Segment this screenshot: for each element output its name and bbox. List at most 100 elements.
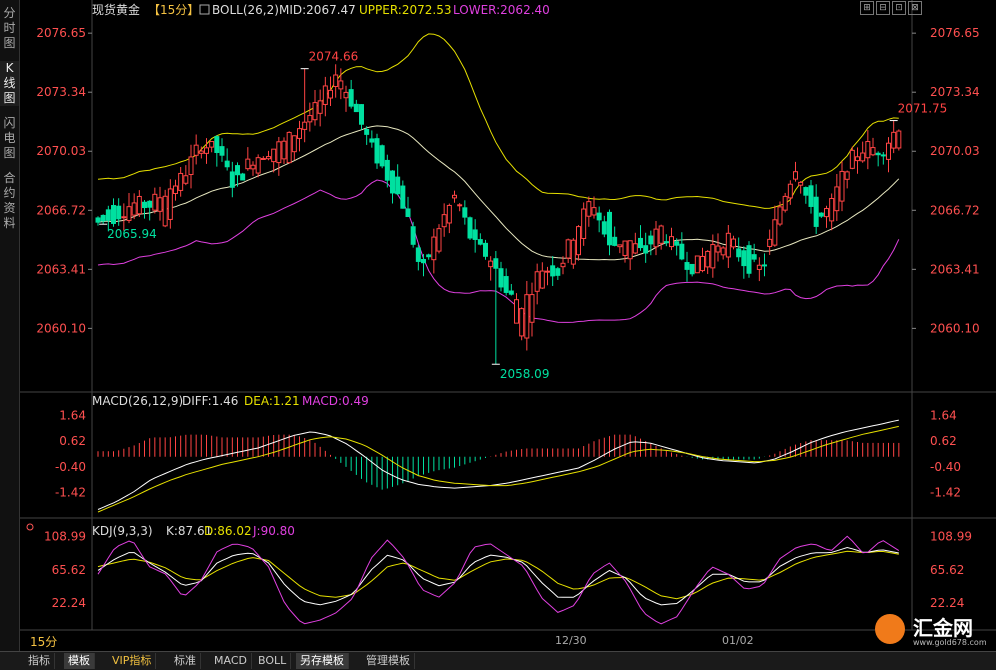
bottom-tab-2[interactable]: VIP指标	[108, 653, 157, 669]
candle-body	[746, 245, 752, 274]
candle-body	[348, 89, 354, 107]
candle-body	[886, 142, 891, 160]
kdj-label: KDJ(9,3,3)	[92, 524, 153, 538]
candle-body	[725, 232, 731, 258]
candle-body	[705, 250, 711, 268]
candle-body	[100, 214, 106, 222]
candle-body	[570, 239, 576, 265]
bottom-tab-3[interactable]: 标准	[170, 653, 201, 669]
candle-body	[188, 156, 194, 176]
candle-body	[446, 204, 452, 224]
kdj-tick-label-left: 65.62	[52, 563, 86, 577]
candle-body	[860, 152, 866, 162]
boll-mid-value: MID:2067.47	[279, 3, 356, 17]
bottom-tab-5[interactable]: BOLL	[254, 653, 292, 669]
candle-body	[508, 290, 514, 295]
bottom-tab-1[interactable]: 模板	[64, 653, 95, 669]
candle-body	[374, 138, 380, 164]
kdj-k-line	[97, 546, 899, 606]
bottom-tab-0[interactable]: 指标	[24, 653, 55, 669]
price-tick-label-left: 2060.10	[36, 321, 86, 335]
price-annotation: 2058.09	[500, 367, 550, 381]
left-tab-2[interactable]: 闪电图	[3, 116, 16, 160]
kdj-tick-label-right: 65.62	[930, 563, 964, 577]
candle-body	[271, 148, 277, 163]
candle-body	[565, 239, 571, 259]
price-tick-label-right: 2060.10	[930, 321, 980, 335]
kdj-d-line	[97, 550, 899, 600]
candle-body	[436, 228, 442, 252]
candle-body	[839, 170, 845, 202]
macd-dea-value: DEA:1.21	[244, 394, 300, 408]
candle-body	[524, 294, 530, 339]
window-button-0[interactable]: ⊞	[860, 1, 874, 15]
candle-body	[431, 236, 437, 261]
candle-body	[183, 175, 189, 184]
candle-body	[121, 216, 127, 219]
left-tab-0[interactable]: 分时图	[3, 6, 16, 50]
candle-body	[793, 171, 798, 180]
candle-body	[167, 188, 173, 220]
candle-body	[266, 156, 271, 160]
candle-body	[720, 247, 726, 256]
logo-icon	[875, 614, 905, 644]
candle-body	[529, 294, 535, 323]
boll-upper-line	[97, 33, 899, 209]
price-tick-label-left: 2070.03	[36, 144, 86, 158]
window-button-2[interactable]: ⊡	[892, 1, 906, 15]
candle-body	[782, 195, 788, 211]
candle-body	[286, 131, 292, 164]
price-tick-label-left: 2063.41	[36, 262, 86, 276]
candle-body	[663, 241, 669, 244]
candle-body	[772, 219, 778, 246]
window-button-1[interactable]: ⊟	[876, 1, 890, 15]
candle-body	[111, 205, 116, 224]
candle-body	[576, 226, 581, 256]
candle-body	[157, 197, 163, 212]
candle-body	[152, 193, 158, 211]
candle-body	[147, 200, 153, 208]
kdj-j-value: J:90.80	[252, 524, 295, 538]
boll-settings-icon	[199, 4, 210, 15]
left-tab-3[interactable]: 合约资料	[3, 171, 16, 230]
candle-body	[364, 128, 370, 135]
boll-upper-value: UPPER:2072.53	[359, 3, 451, 17]
candle-body	[452, 194, 457, 199]
candle-body	[307, 115, 313, 123]
candle-body	[95, 217, 101, 223]
bottom-tab-4[interactable]: MACD	[210, 653, 252, 669]
macd-value: MACD:0.49	[302, 394, 369, 408]
candle-body	[126, 206, 132, 221]
candle-body	[865, 141, 871, 159]
candle-body	[343, 91, 349, 99]
candle-body	[219, 146, 225, 156]
candle-body	[514, 299, 519, 324]
price-annotation: 2074.66	[309, 50, 359, 64]
candle-body	[178, 172, 184, 191]
candle-body	[849, 149, 855, 169]
candle-body	[162, 195, 168, 227]
window-button-3[interactable]: ⊠	[908, 1, 922, 15]
candle-body	[694, 255, 700, 274]
candle-body	[643, 245, 649, 254]
chart-canvas[interactable]: 2076.65 2076.65 2073.34 2073.34 2070.03 2070.…	[0, 0, 996, 651]
left-tab-1[interactable]: K线图	[0, 61, 19, 106]
candle-body	[891, 131, 897, 149]
boll-lower-value: LOWER:2062.40	[453, 3, 550, 17]
candle-body	[395, 176, 401, 195]
candle-body	[844, 171, 850, 180]
candle-body	[855, 156, 860, 162]
candle-body	[400, 185, 406, 209]
boll-lower-line	[97, 179, 900, 323]
price-annotation: 2071.75	[898, 102, 948, 116]
candle-body	[627, 240, 633, 260]
candle-body	[777, 206, 783, 225]
bottom-tab-6[interactable]: 另存模板	[296, 653, 349, 669]
candle-body	[674, 241, 680, 246]
candle-body	[291, 135, 297, 153]
candle-body	[829, 198, 835, 222]
kdj-tick-label-right: 22.24	[930, 596, 964, 610]
candle-body	[457, 204, 463, 207]
bottom-toolbar: 指标 模板 VIP指标 标准 MACD BOLL 另存模板 管理模板	[0, 651, 996, 670]
bottom-tab-7[interactable]: 管理模板	[362, 653, 415, 669]
